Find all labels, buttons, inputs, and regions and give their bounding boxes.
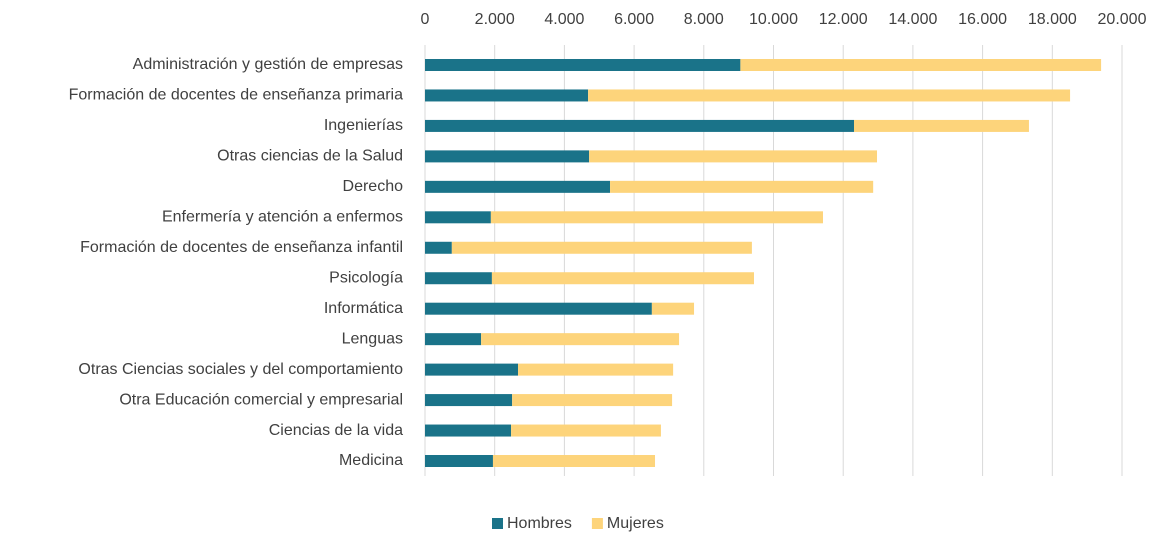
bar-segment (425, 150, 590, 163)
x-tick-label: 2.000 (475, 11, 515, 28)
bar-segment (518, 363, 674, 376)
legend-swatch (591, 518, 603, 529)
category-label: Ciencias de la vida (269, 422, 403, 439)
category-label: Informática (324, 300, 403, 317)
x-tick-label: 4.000 (544, 11, 584, 28)
bar-segment (491, 272, 754, 285)
bar-segment (854, 119, 1029, 132)
bar-segment (425, 241, 452, 254)
bar-segment (425, 89, 589, 102)
bar-segment (492, 455, 656, 467)
category-label: Formación de docentes de enseñanza infan… (80, 239, 403, 256)
x-tick-label: 10.000 (749, 11, 798, 28)
category-label: Otras ciencias de la Salud (217, 148, 403, 165)
category-label: Psicología (329, 269, 403, 286)
x-tick-label: 6.000 (614, 11, 654, 28)
bar-segment (451, 241, 752, 254)
x-tick-label: 12.000 (819, 11, 868, 28)
bar-segment (610, 180, 874, 193)
bar-segment (588, 89, 1071, 102)
bar-segment (651, 302, 695, 315)
bar-segment (425, 272, 492, 285)
category-label: Otra Educación comercial y empresarial (119, 391, 403, 408)
bar-segment (589, 150, 878, 163)
bar-segment (425, 394, 513, 407)
x-tick-label: 16.000 (958, 11, 1007, 28)
x-tick-label: 14.000 (888, 11, 937, 28)
category-label: Administración y gestión de empresas (133, 56, 403, 73)
category-label: Derecho (343, 178, 404, 195)
x-tick-label: 8.000 (684, 11, 724, 28)
bar-segment (425, 424, 512, 437)
category-label: Lenguas (342, 330, 403, 347)
bar-segment (490, 211, 823, 224)
legend-label: Mujeres (607, 515, 664, 532)
bar-segment (512, 394, 673, 407)
x-tick-label: 20.000 (1098, 11, 1147, 28)
bar-segment (740, 59, 1102, 71)
bar-segment (425, 333, 482, 346)
bar-segment (425, 455, 493, 467)
category-label: Ingenierías (324, 117, 403, 134)
category-label: Medicina (339, 452, 403, 469)
x-tick-label: 18.000 (1028, 11, 1077, 28)
bar-segment (511, 424, 661, 437)
category-label: Formación de docentes de enseñanza prima… (69, 87, 404, 104)
legend-swatch (492, 518, 503, 529)
bar-segment (425, 211, 491, 224)
category-label: Enfermería y atención a enfermos (162, 209, 403, 226)
bar-segment (425, 363, 519, 376)
category-label: Otras Ciencias sociales y del comportami… (78, 361, 403, 378)
bar-segment (425, 119, 855, 132)
legend-label: Hombres (507, 515, 572, 532)
bar-segment (481, 333, 680, 346)
bar-segment (425, 302, 652, 315)
bar-segment (425, 180, 611, 193)
bar-segment (425, 59, 741, 71)
x-tick-label: 0 (421, 11, 430, 28)
